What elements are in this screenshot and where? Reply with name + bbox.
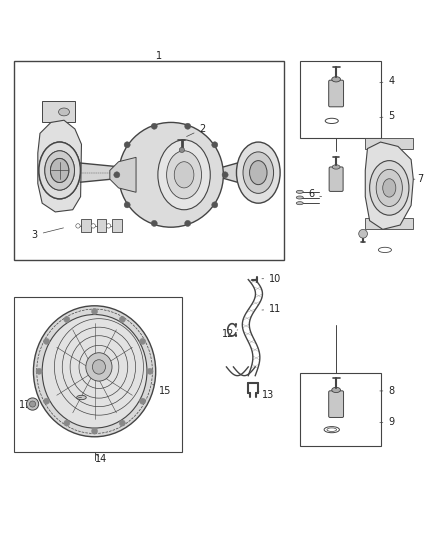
Text: 5: 5	[380, 111, 395, 121]
Circle shape	[64, 317, 70, 322]
Circle shape	[124, 202, 130, 208]
Text: 17: 17	[19, 400, 31, 410]
Circle shape	[119, 317, 125, 322]
Circle shape	[151, 123, 157, 130]
Ellipse shape	[332, 77, 340, 82]
Circle shape	[92, 428, 98, 434]
Ellipse shape	[296, 201, 303, 205]
FancyBboxPatch shape	[328, 391, 343, 417]
Circle shape	[222, 172, 228, 178]
Bar	[81, 220, 91, 232]
Polygon shape	[110, 157, 136, 192]
Ellipse shape	[92, 360, 106, 374]
Bar	[112, 220, 122, 232]
Polygon shape	[38, 120, 81, 212]
Ellipse shape	[33, 306, 155, 437]
Ellipse shape	[50, 158, 69, 182]
Bar	[14, 297, 182, 452]
Ellipse shape	[50, 158, 69, 182]
Text: 10: 10	[262, 274, 282, 284]
Ellipse shape	[243, 152, 274, 193]
Circle shape	[185, 123, 191, 130]
Circle shape	[106, 224, 111, 228]
Ellipse shape	[332, 165, 340, 169]
Bar	[365, 219, 413, 229]
Bar	[97, 220, 106, 232]
Ellipse shape	[237, 142, 280, 203]
Text: 13: 13	[258, 390, 274, 400]
Circle shape	[64, 420, 70, 426]
Ellipse shape	[383, 179, 396, 197]
Polygon shape	[80, 163, 125, 182]
Text: 8: 8	[380, 386, 395, 396]
Ellipse shape	[174, 161, 194, 188]
Bar	[300, 61, 381, 138]
Circle shape	[124, 142, 130, 148]
Text: 12: 12	[222, 329, 238, 339]
Circle shape	[140, 398, 146, 404]
Text: 1: 1	[155, 51, 162, 61]
Circle shape	[26, 398, 39, 410]
Ellipse shape	[296, 196, 303, 199]
Text: 16: 16	[112, 398, 133, 408]
Circle shape	[151, 220, 157, 227]
Ellipse shape	[45, 151, 74, 190]
FancyBboxPatch shape	[329, 167, 343, 191]
Ellipse shape	[296, 190, 303, 193]
Circle shape	[92, 309, 98, 314]
Polygon shape	[365, 142, 413, 229]
Circle shape	[359, 229, 367, 238]
Text: 3: 3	[32, 228, 64, 240]
Circle shape	[91, 224, 95, 228]
Ellipse shape	[250, 160, 267, 184]
Ellipse shape	[166, 151, 201, 199]
Text: 6: 6	[308, 189, 321, 199]
Ellipse shape	[39, 142, 81, 199]
Bar	[300, 374, 381, 446]
FancyBboxPatch shape	[328, 80, 343, 107]
Ellipse shape	[59, 108, 70, 116]
Circle shape	[212, 202, 218, 208]
Bar	[14, 61, 285, 260]
Circle shape	[179, 147, 184, 152]
Ellipse shape	[39, 142, 81, 199]
Circle shape	[76, 224, 80, 228]
Text: 7: 7	[413, 174, 424, 184]
Ellipse shape	[86, 353, 112, 381]
Circle shape	[114, 172, 120, 178]
Circle shape	[43, 398, 49, 404]
Ellipse shape	[332, 387, 340, 393]
Text: 15: 15	[152, 384, 172, 396]
Bar	[365, 138, 413, 149]
Ellipse shape	[45, 151, 74, 190]
Circle shape	[140, 338, 146, 344]
Circle shape	[147, 368, 153, 374]
Circle shape	[43, 338, 49, 344]
Circle shape	[119, 420, 125, 426]
Ellipse shape	[370, 160, 409, 215]
Circle shape	[185, 220, 191, 227]
Text: 11: 11	[262, 304, 282, 314]
Circle shape	[29, 401, 35, 407]
Bar	[42, 101, 75, 123]
Ellipse shape	[376, 169, 403, 206]
Ellipse shape	[42, 314, 147, 428]
Circle shape	[36, 368, 42, 374]
Text: 9: 9	[380, 417, 395, 427]
Ellipse shape	[119, 123, 223, 227]
Text: 4: 4	[380, 76, 395, 86]
Text: 14: 14	[95, 454, 107, 464]
Text: 2: 2	[187, 124, 205, 136]
Ellipse shape	[77, 395, 86, 400]
Ellipse shape	[158, 140, 210, 210]
Circle shape	[212, 142, 218, 148]
Polygon shape	[223, 163, 237, 182]
